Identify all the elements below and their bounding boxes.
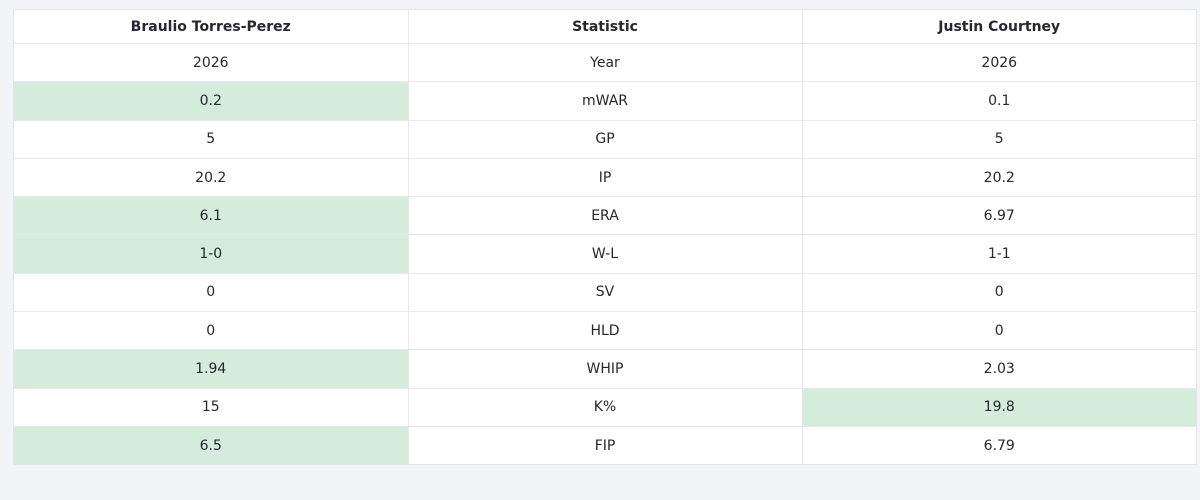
player-value: 2.03 — [802, 349, 1196, 389]
statistic-name: SV — [408, 273, 803, 313]
statistic-name: IP — [408, 158, 803, 198]
column-header: Justin Courtney — [802, 10, 1196, 44]
player-value: 5 — [14, 120, 409, 159]
player-value: 6.5 — [14, 426, 409, 465]
player-value: 5 — [802, 120, 1196, 159]
table-header: Braulio Torres-Perez Statistic Justin Cour… — [14, 10, 1196, 44]
statistic-name: ERA — [408, 196, 803, 236]
statistic-name: K% — [408, 388, 803, 427]
player-value: 0.1 — [802, 81, 1196, 121]
player-value: 1-1 — [802, 234, 1196, 274]
player-value: 0 — [14, 273, 409, 313]
statistic-name: GP — [408, 120, 803, 159]
table-row: 0 SV 0 — [14, 273, 1196, 313]
comparison-table: Braulio Torres-Perez Statistic Justin Cour… — [13, 9, 1197, 466]
table-row: 6.1 ERA 6.97 — [14, 196, 1196, 236]
player-value: 0 — [14, 311, 409, 351]
header-row: Braulio Torres-Perez Statistic Justin Cour… — [14, 10, 1196, 44]
statistic-name: Year — [408, 43, 803, 83]
column-header: Braulio Torres-Perez — [14, 10, 409, 44]
player-value: 20.2 — [14, 158, 409, 198]
player-value: 0 — [802, 311, 1196, 351]
statistic-name: FIP — [408, 426, 803, 465]
statistic-name: WHIP — [408, 349, 803, 389]
player-value: 6.1 — [14, 196, 409, 236]
player-value: 1-0 — [14, 234, 409, 274]
player-value: 20.2 — [802, 158, 1196, 198]
table-row: 2026 Year 2026 — [14, 43, 1196, 83]
statistic-name: W-L — [408, 234, 803, 274]
player-value: 0 — [802, 273, 1196, 313]
table-row: 1.94 WHIP 2.03 — [14, 349, 1196, 389]
player-value: 0.2 — [14, 81, 409, 121]
table-row: 5 GP 5 — [14, 120, 1196, 159]
player-value: 15 — [14, 388, 409, 427]
player-value: 6.97 — [802, 196, 1196, 236]
table-row: 20.2 IP 20.2 — [14, 158, 1196, 198]
player-value: 1.94 — [14, 349, 409, 389]
table-row: 6.5 FIP 6.79 — [14, 426, 1196, 465]
statistic-name: HLD — [408, 311, 803, 351]
table-row: 15 K% 19.8 — [14, 388, 1196, 427]
statistic-name: mWAR — [408, 81, 803, 121]
player-value: 2026 — [14, 43, 409, 83]
player-value: 2026 — [802, 43, 1196, 83]
table-row: 0 HLD 0 — [14, 311, 1196, 351]
player-value: 6.79 — [983, 437, 1015, 454]
table: Braulio Torres-Perez Statistic Justin Cour… — [14, 10, 1196, 465]
table-row: 1-0 W-L 1-1 — [14, 234, 1196, 274]
table-body: 2026 Year 2026 0.2 mWAR 0.1 5 GP 5 20.2 IP 20.2 6.1 E… — [14, 43, 1196, 465]
column-header: Statistic — [408, 10, 803, 44]
player-value: 19.8 — [802, 388, 1196, 427]
table-row: 0.2 mWAR 0.1 — [14, 81, 1196, 121]
